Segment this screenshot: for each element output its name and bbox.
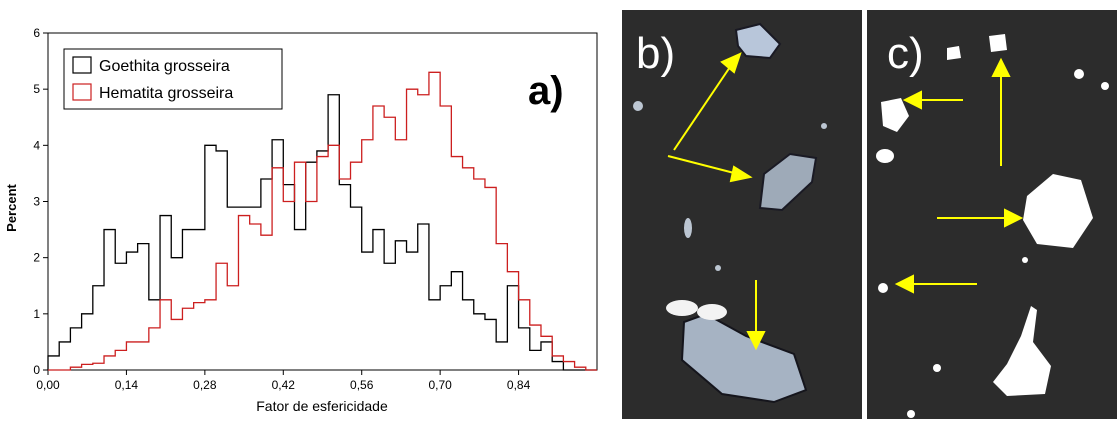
particle	[1022, 257, 1028, 263]
y-tick-label: 2	[33, 251, 40, 265]
particle	[680, 312, 808, 404]
micrograph-c: c)	[867, 10, 1117, 419]
particle	[684, 218, 692, 238]
x-axis-label: Fator de esfericidade	[256, 398, 388, 414]
x-tick-label: 0,84	[507, 378, 531, 392]
particle	[1023, 174, 1093, 248]
particles	[633, 22, 827, 404]
particles	[876, 34, 1109, 418]
y-axis-ticks: 0 1 2 3 4 5 6	[33, 26, 48, 377]
x-tick-label: 0,28	[193, 378, 217, 392]
y-tick-label: 0	[33, 363, 40, 377]
legend-label-hematita: Hematita grosseira	[99, 85, 233, 102]
particle	[633, 101, 643, 111]
particle	[734, 22, 782, 60]
x-tick-label: 0,14	[115, 378, 139, 392]
arrow	[673, 63, 733, 151]
arrow	[667, 155, 739, 175]
series-line-hematita	[48, 71, 597, 371]
arrow-head	[894, 274, 914, 294]
arrow-head	[720, 52, 742, 74]
particle	[933, 364, 941, 372]
particle	[821, 123, 827, 129]
x-tick-label: 0,42	[272, 378, 296, 392]
x-axis-ticks: 0,00 0,14 0,28 0,42 0,56 0,70 0,84	[36, 370, 531, 392]
particle	[715, 265, 721, 271]
panel-label-a: a)	[528, 69, 564, 113]
series-line-goethita	[47, 94, 597, 371]
y-tick-label: 6	[33, 26, 40, 40]
histogram-series	[47, 71, 597, 371]
particle	[666, 300, 698, 316]
legend-label-goethita: Goethita grosseira	[99, 58, 230, 75]
arrow-head	[1004, 208, 1024, 228]
legend: Goethita grosseira Hematita grosseira	[63, 48, 283, 110]
particle	[907, 410, 915, 418]
particle	[697, 304, 727, 320]
y-tick-label: 5	[33, 82, 40, 96]
y-tick-label: 1	[33, 307, 40, 321]
panel-label-c: c)	[887, 29, 924, 78]
particle	[878, 283, 888, 293]
arrow-head	[729, 165, 753, 183]
particle	[758, 152, 818, 212]
arrow-head	[902, 90, 922, 110]
particle	[947, 46, 961, 60]
x-tick-label: 0,00	[36, 378, 60, 392]
x-tick-label: 0,70	[428, 378, 452, 392]
y-axis-label: Percent	[4, 183, 19, 231]
particle	[1101, 82, 1109, 90]
particle	[881, 98, 909, 132]
y-tick-label: 3	[33, 195, 40, 209]
histogram-chart: 0 1 2 3 4 5 6 0,00 0,14 0,28 0,42 0,56 0,70 0,84 Fat…	[4, 26, 598, 414]
x-tick-label: 0,56	[350, 378, 374, 392]
legend-swatch-goethita	[72, 56, 92, 74]
arrows	[894, 57, 1024, 294]
legend-swatch-hematita	[72, 83, 92, 101]
micrograph-b: b)	[622, 10, 862, 419]
particle	[989, 34, 1007, 52]
arrows	[667, 52, 766, 351]
particle	[1074, 69, 1084, 79]
arrow-head	[746, 331, 766, 351]
particle	[876, 149, 894, 163]
panel-label-b: b)	[636, 29, 675, 78]
legend-box	[63, 48, 283, 110]
arrow-head	[991, 57, 1011, 77]
y-tick-label: 4	[33, 138, 40, 152]
particle	[993, 306, 1051, 396]
